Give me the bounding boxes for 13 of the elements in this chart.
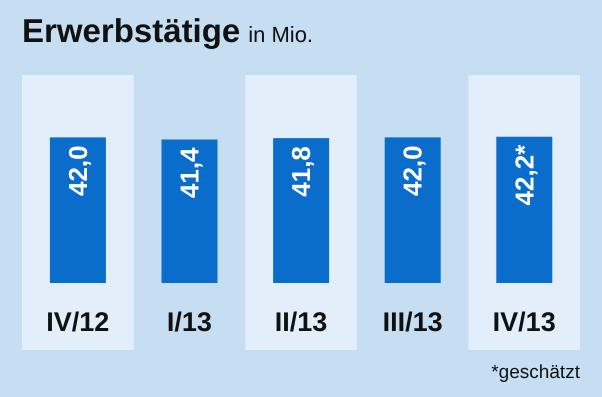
x-tick-label: II/13 (274, 307, 328, 337)
x-tick-label: I/13 (166, 307, 212, 337)
data-label: 42,0 (62, 145, 93, 196)
data-label: 42,0 (398, 145, 428, 196)
x-tick-label: III/13 (382, 307, 443, 337)
text: *geschätzt (491, 362, 580, 384)
x-tick-label: IV/12 (46, 307, 110, 337)
data-label: 41,8 (286, 146, 316, 197)
data-label: 42,2* (509, 144, 540, 206)
chart-title: Erwerbstätige (22, 12, 240, 49)
x-tick-label: IV/13 (492, 307, 556, 337)
data-label: 41,4 (174, 146, 204, 198)
chart-subtitle: in Mio. (248, 22, 314, 47)
